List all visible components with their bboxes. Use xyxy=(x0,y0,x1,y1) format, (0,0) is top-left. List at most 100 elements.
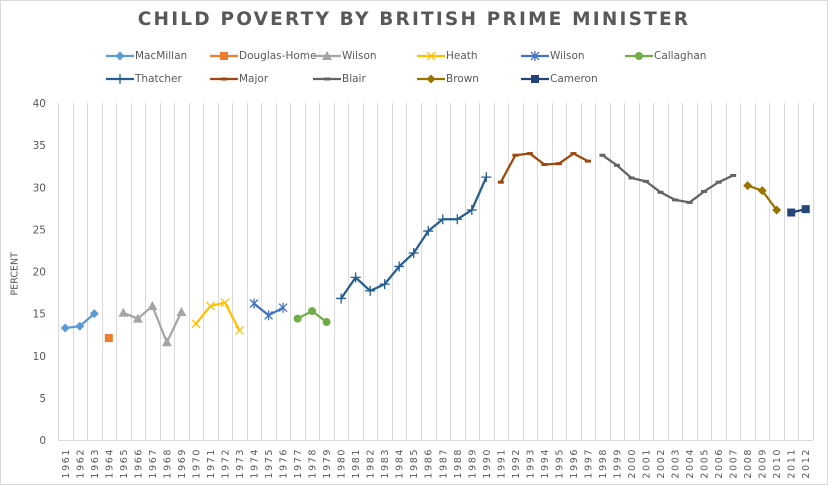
y-tick-label: 0 xyxy=(39,435,46,447)
legend-swatch-marker xyxy=(426,51,436,61)
data-point-brown xyxy=(757,186,767,196)
data-point-thatcher xyxy=(394,261,405,272)
series-wilson xyxy=(249,298,288,321)
data-point-macmillan xyxy=(60,323,70,333)
data-point-brown xyxy=(743,181,753,191)
data-point-thatcher xyxy=(350,272,361,283)
data-point-thatcher xyxy=(379,279,390,290)
series-brown xyxy=(743,181,782,215)
legend-swatch-marker xyxy=(530,51,540,61)
x-tick-label: 1972 xyxy=(220,448,231,479)
legend-label: Wilson xyxy=(342,50,377,62)
x-tick-label: 1999 xyxy=(612,448,623,479)
series-callaghan xyxy=(293,307,331,327)
series-douglas-home xyxy=(104,334,113,343)
legend-item-thatcher: Thatcher xyxy=(106,71,182,87)
x-tick-label: 1996 xyxy=(569,448,580,479)
legend-swatch-marker xyxy=(635,52,643,60)
legend-item-major: Major xyxy=(210,71,268,87)
data-point-wilson xyxy=(147,301,158,311)
data-point-wilson xyxy=(278,302,288,313)
data-point-thatcher xyxy=(481,172,492,183)
data-point-wilson xyxy=(118,307,129,317)
legend-swatch xyxy=(313,77,341,81)
x-tick-label: 1973 xyxy=(235,448,246,479)
legend-swatch xyxy=(417,74,445,84)
x-tick-label: 1961 xyxy=(61,448,72,479)
x-tick-label: 1965 xyxy=(119,448,130,479)
legend-label: Cameron xyxy=(550,73,598,85)
legend-label: Heath xyxy=(446,50,478,62)
data-point-wilson xyxy=(249,298,259,309)
legend-swatch xyxy=(106,51,134,61)
x-tick-label: 1994 xyxy=(540,448,551,479)
y-tick-label: 25 xyxy=(33,224,46,236)
series-line-thatcher xyxy=(340,176,488,300)
x-tick-label: 1980 xyxy=(337,448,348,479)
series-wilson xyxy=(118,301,187,347)
legend-label: Wilson xyxy=(550,50,585,62)
x-tick-label: 1976 xyxy=(279,448,290,479)
data-point-thatcher xyxy=(452,214,463,225)
x-tick-label: 1975 xyxy=(264,448,275,479)
series-thatcher xyxy=(336,172,492,304)
legend-label: Douglas-Home xyxy=(239,50,317,62)
x-tick-label: 1986 xyxy=(424,448,435,479)
x-tick-label: 2008 xyxy=(743,448,754,479)
legend-swatch xyxy=(417,51,445,61)
legend-label: Major xyxy=(239,73,269,85)
legend-swatch-marker xyxy=(115,51,125,61)
x-tick-label: 1997 xyxy=(583,448,594,479)
x-tick-label: 1962 xyxy=(75,448,86,479)
data-point-heath xyxy=(191,319,201,329)
x-tick-label: 2003 xyxy=(671,448,682,479)
x-tick-label: 1991 xyxy=(496,448,507,479)
legend-swatch xyxy=(313,51,341,60)
x-tick-label: 1988 xyxy=(453,448,464,479)
legend-item-wilson: Wilson xyxy=(521,48,585,64)
x-tick-label: 1969 xyxy=(177,448,188,479)
data-point-brown xyxy=(772,205,782,215)
x-tick-label: 1968 xyxy=(162,448,173,479)
x-tick-label: 2009 xyxy=(758,448,769,479)
x-tick-label: 1995 xyxy=(554,448,565,479)
data-point-wilson xyxy=(132,313,143,323)
x-tick-label: 1979 xyxy=(322,448,333,479)
legend-swatch xyxy=(625,52,653,60)
x-tick-label: 1974 xyxy=(250,448,261,479)
x-tick-label: 2011 xyxy=(787,448,798,479)
series-line-major xyxy=(499,152,590,184)
data-point-thatcher xyxy=(466,204,477,215)
legend-swatch xyxy=(521,51,549,61)
x-tick-label: 1971 xyxy=(206,448,217,479)
series-blair xyxy=(599,153,737,204)
data-point-heath xyxy=(205,301,215,311)
legend-swatch-marker xyxy=(322,51,332,60)
legend-swatch-marker xyxy=(426,74,436,84)
x-tick-label: 2010 xyxy=(772,448,783,479)
series-line-heath xyxy=(194,301,241,332)
data-point-cameron xyxy=(801,205,810,214)
x-tick-label: 1993 xyxy=(525,448,536,479)
legend-swatch-marker xyxy=(220,52,228,60)
x-tick-label: 1967 xyxy=(148,448,159,479)
legend-item-wilson: Wilson xyxy=(313,48,377,64)
data-point-douglas-home xyxy=(104,334,113,343)
data-point-macmillan xyxy=(75,321,85,331)
data-point-callaghan xyxy=(308,307,317,316)
legend-label: Blair xyxy=(342,73,366,85)
x-tick-label: 2007 xyxy=(729,448,740,479)
y-tick-label: 30 xyxy=(33,182,46,194)
data-point-wilson xyxy=(264,310,273,321)
data-point-callaghan xyxy=(322,318,331,327)
legend-label: Thatcher xyxy=(135,73,182,85)
y-tick-label: 40 xyxy=(33,98,46,110)
x-tick-label: 2006 xyxy=(714,448,725,479)
legend-swatch xyxy=(521,75,549,83)
series-macmillan xyxy=(60,309,99,333)
x-tick-label: 1981 xyxy=(351,448,362,479)
x-tick-label: 2005 xyxy=(700,448,711,479)
x-tick-label: 1992 xyxy=(511,448,522,479)
data-point-macmillan xyxy=(89,309,99,319)
